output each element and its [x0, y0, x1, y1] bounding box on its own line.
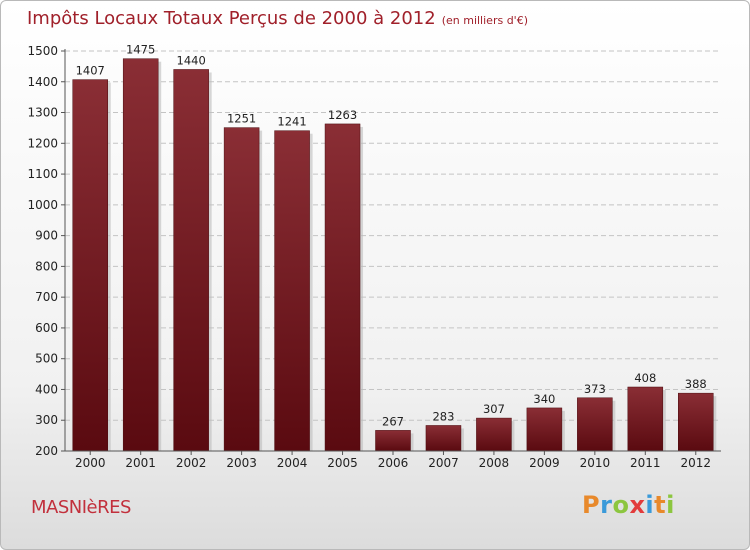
y-tick-label: 1500 [27, 44, 58, 58]
y-tick-label: 900 [35, 229, 58, 243]
data-label: 267 [382, 414, 404, 428]
y-tick-label: 300 [35, 413, 58, 427]
x-tick-label: 2011 [630, 456, 661, 470]
logo-letter: x [629, 491, 646, 519]
x-tick-label: 2007 [428, 456, 459, 470]
data-label: 1263 [328, 108, 357, 122]
x-tick-label: 2006 [378, 456, 409, 470]
bar [678, 392, 714, 452]
data-label: 307 [483, 402, 505, 416]
data-label: 408 [634, 371, 656, 385]
y-tick-label: 700 [35, 290, 58, 304]
y-tick-label: 1200 [27, 136, 58, 150]
data-label: 283 [432, 409, 454, 423]
y-tick-label: 600 [35, 321, 58, 335]
logo-letter: o [612, 491, 630, 519]
logo-letter: t [654, 491, 667, 519]
proxiti-logo: Proxiti [582, 491, 675, 519]
commune-name: MASNIèRES [31, 497, 131, 518]
data-label: 1407 [76, 64, 105, 78]
logo-letter: P [582, 491, 601, 519]
x-tick-label: 2010 [580, 456, 611, 470]
data-label: 373 [584, 382, 606, 396]
bar [627, 386, 664, 452]
x-tick-label: 2005 [327, 456, 358, 470]
data-label: 340 [533, 392, 555, 406]
y-tick-label: 1300 [27, 106, 58, 120]
bar [72, 79, 108, 452]
logo-letter: r [600, 491, 613, 519]
chart-unit: (en milliers d'€) [441, 14, 528, 27]
axes: 200 300 400 500 600 700 800 900 1000 1100 1200 1300… [27, 44, 721, 470]
data-label: 1241 [277, 115, 306, 129]
x-tick-label: 2008 [479, 456, 510, 470]
x-tick-label: 2001 [125, 456, 156, 470]
y-tick-label: 200 [35, 444, 58, 458]
x-tick-label: 2009 [529, 456, 560, 470]
y-tick-label: 800 [35, 259, 58, 273]
bar [173, 69, 209, 452]
y-tick-label: 1400 [27, 75, 58, 89]
y-tick-label: 500 [35, 352, 58, 366]
grid [65, 50, 721, 452]
data-label: 1475 [126, 43, 155, 57]
x-tick-label: 2002 [176, 456, 207, 470]
bar [425, 425, 462, 452]
bar [476, 417, 512, 452]
x-tick-label: 2004 [277, 456, 308, 470]
data-label: 1251 [227, 112, 256, 126]
logo-letter: i [666, 491, 675, 519]
x-tick-label: 2000 [75, 456, 106, 470]
data-label: 388 [685, 377, 707, 391]
x-tick-label: 2003 [226, 456, 257, 470]
bars: 1407 1475 1440 1251 1241 1263 267 283 307 340 373 4… [72, 43, 717, 452]
y-tick-label: 1000 [27, 198, 58, 212]
bar [122, 58, 159, 452]
chart-title: Impôts Locaux Totaux Perçus de 2000 à 20… [27, 8, 528, 29]
bar [324, 123, 361, 452]
y-tick-label: 400 [35, 382, 58, 396]
x-tick-label: 2012 [680, 456, 711, 470]
y-tick-label: 1100 [27, 167, 58, 181]
data-label: 1440 [177, 53, 206, 67]
bar [375, 430, 411, 452]
bar [526, 407, 563, 452]
logo-letter: i [645, 491, 655, 519]
bar [274, 130, 310, 452]
bar [577, 397, 613, 452]
bar [223, 127, 260, 452]
